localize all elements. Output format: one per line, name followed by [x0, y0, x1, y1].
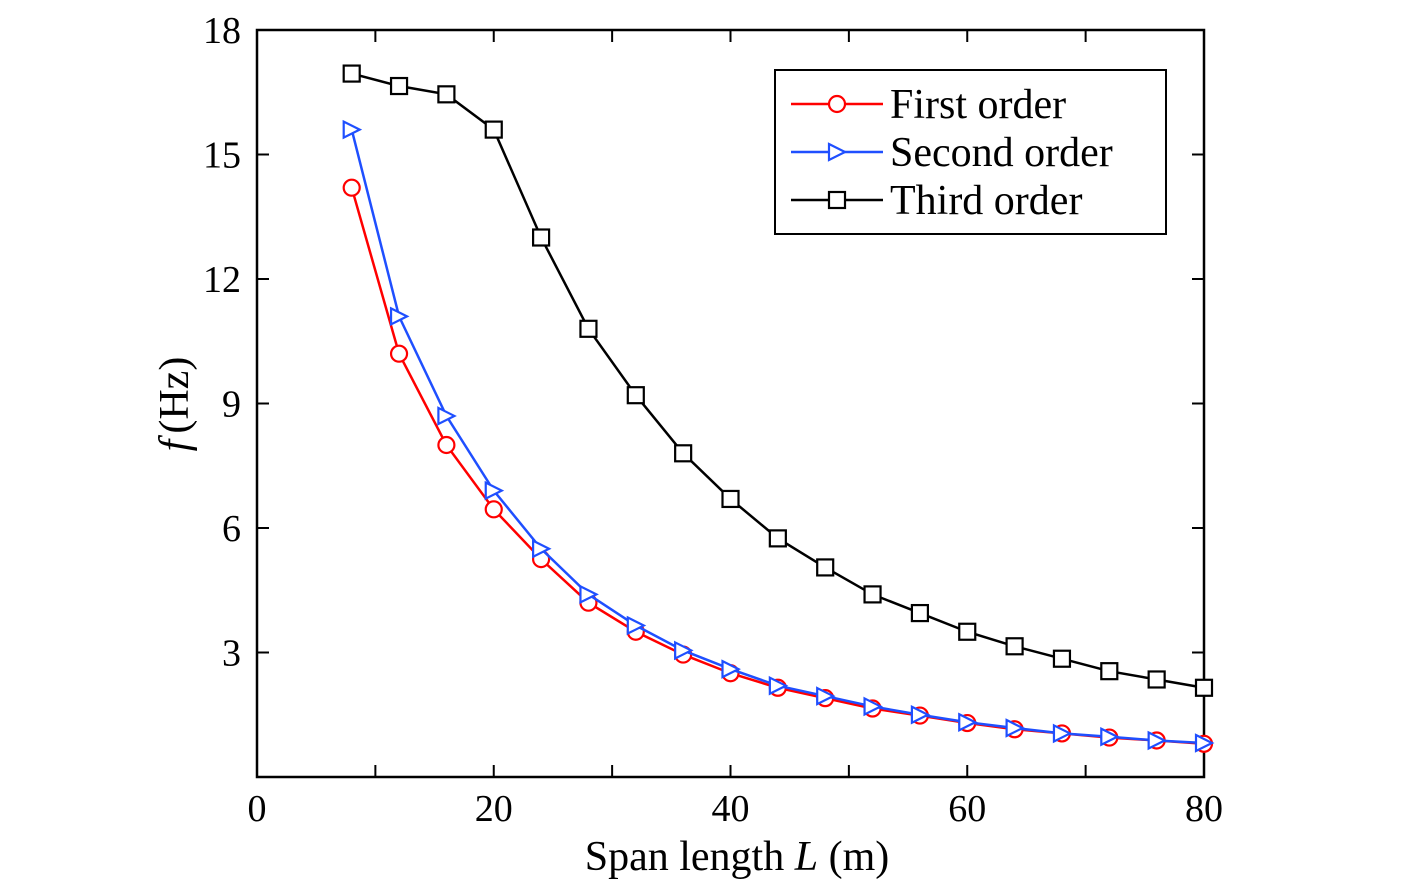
data-point: [579, 584, 599, 605]
legend-entry: First order: [791, 82, 1066, 128]
data-point: [342, 119, 363, 140]
data-point: [1052, 649, 1072, 668]
data-point: [816, 686, 836, 706]
series-line: [350, 187, 1205, 746]
data-point: [389, 306, 410, 327]
data-point: [531, 538, 552, 559]
data-point: [389, 76, 409, 96]
x-axis-title: Span length L (m): [585, 834, 890, 880]
legend-label: Third order: [890, 178, 1082, 224]
axis-ticks: [256, 29, 1205, 777]
series-first-order: [342, 178, 1214, 753]
data-point: [531, 228, 551, 247]
legend-marker: [827, 94, 847, 114]
data-point: [1052, 723, 1073, 744]
data-point: [1147, 670, 1166, 689]
data-point: [721, 489, 740, 509]
data-point: [437, 406, 457, 426]
x-tick-label: 40: [712, 788, 750, 830]
data-point: [863, 696, 884, 717]
data-point: [958, 622, 977, 641]
data-point: [342, 64, 361, 83]
data-point: [389, 344, 409, 363]
data-point: [674, 444, 693, 463]
data-point: [484, 480, 505, 501]
data-point: [626, 615, 647, 636]
data-point: [626, 386, 645, 405]
data-point: [1100, 726, 1120, 747]
data-point: [768, 675, 789, 696]
series-layer: [342, 64, 1215, 753]
data-point: [721, 659, 741, 679]
legend-marker: [827, 142, 848, 162]
x-tick-label: 0: [248, 788, 267, 830]
y-tick-label: 15: [203, 135, 241, 177]
x-tick-label: 60: [948, 788, 986, 830]
data-point: [342, 178, 361, 197]
data-point: [1005, 637, 1024, 656]
data-point: [1100, 662, 1119, 681]
y-tick-label: 12: [203, 259, 241, 301]
series-second-order: [342, 119, 1215, 753]
y-tick-label: 3: [222, 633, 241, 675]
x-tick-label: 80: [1185, 788, 1223, 830]
axis-tick-labels: 0 20 40 60 80 3 6 9 12 15 18: [203, 10, 1223, 830]
data-point: [816, 558, 835, 577]
y-tick-label: 18: [203, 10, 241, 52]
legend-label: First order: [890, 82, 1066, 128]
data-point: [1194, 678, 1214, 697]
legend-entry: Second order: [791, 130, 1113, 176]
series-third-order: [342, 64, 1214, 697]
y-tick-label: 6: [222, 508, 241, 550]
legend-label: Second order: [890, 130, 1113, 176]
data-point: [484, 120, 503, 139]
data-point: [1005, 718, 1026, 738]
data-point: [674, 640, 694, 661]
data-point: [1194, 733, 1215, 753]
data-point: [910, 603, 930, 623]
y-tick-label: 9: [222, 384, 241, 426]
data-point: [1147, 730, 1168, 751]
data-point: [910, 704, 931, 725]
data-point: [437, 435, 456, 455]
data-point: [768, 529, 787, 548]
data-point: [484, 500, 503, 519]
data-point: [437, 85, 456, 104]
data-point: [863, 585, 882, 604]
legend-marker: [827, 190, 847, 210]
legend-entry: Third order: [791, 178, 1082, 224]
y-axis-title: f(Hz): [152, 357, 198, 452]
x-tick-label: 20: [475, 788, 513, 830]
data-point: [958, 712, 978, 732]
data-point: [579, 319, 598, 338]
